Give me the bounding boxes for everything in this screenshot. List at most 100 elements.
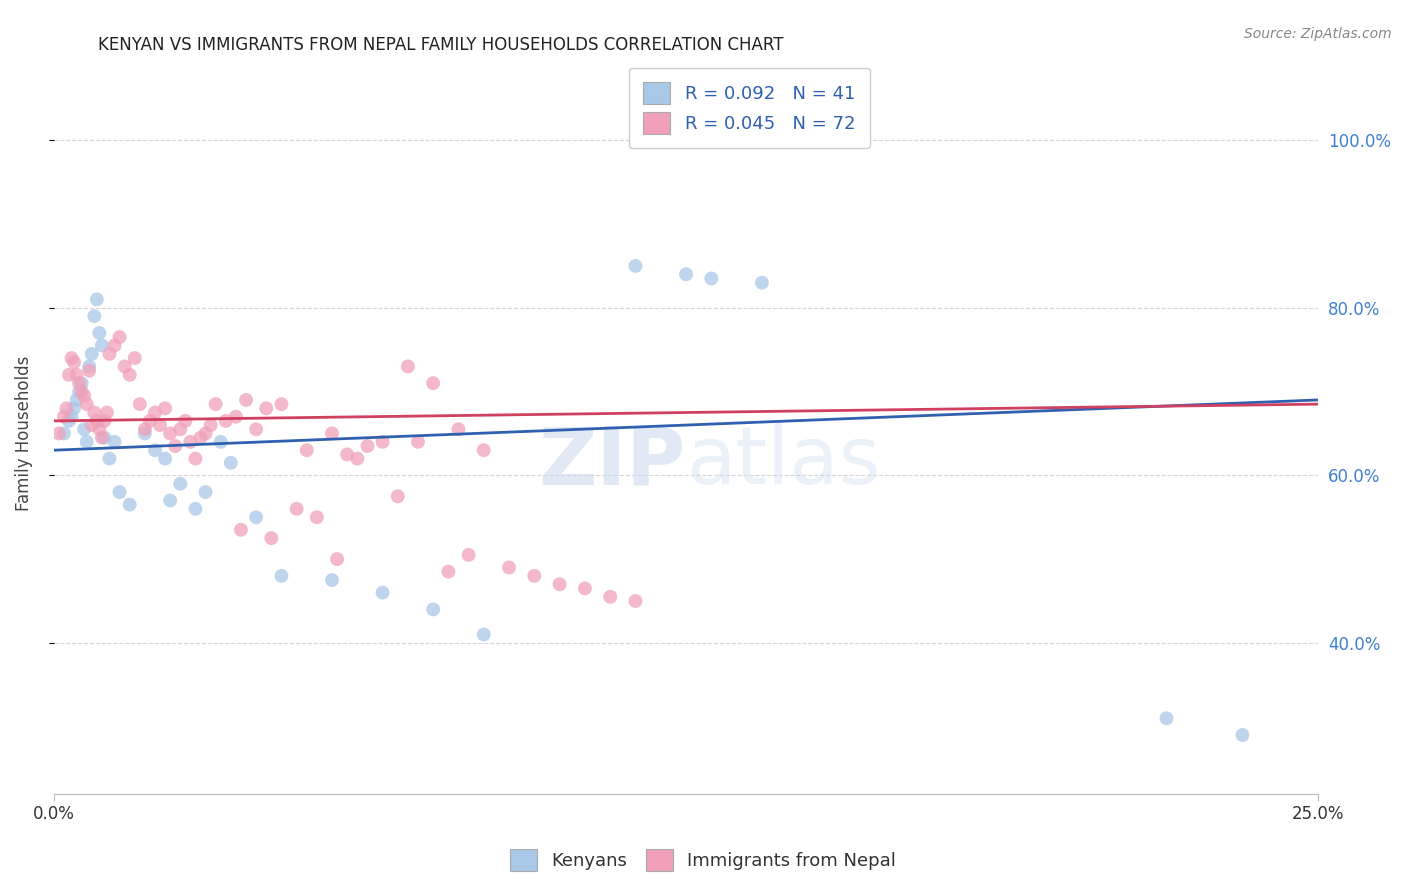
Point bbox=[65, 392, 87, 407]
Point bbox=[548, 577, 571, 591]
Point bbox=[336, 447, 359, 461]
Point bbox=[675, 267, 697, 281]
Point bbox=[346, 451, 368, 466]
Point bbox=[52, 426, 75, 441]
Point bbox=[60, 409, 83, 424]
Point bbox=[114, 359, 136, 374]
Point bbox=[295, 443, 318, 458]
Point bbox=[80, 347, 103, 361]
Point bbox=[700, 271, 723, 285]
Point bbox=[103, 434, 125, 449]
Point bbox=[194, 485, 217, 500]
Point bbox=[83, 309, 105, 323]
Point bbox=[371, 585, 394, 599]
Point bbox=[190, 431, 212, 445]
Point bbox=[139, 414, 162, 428]
Point bbox=[124, 351, 146, 365]
Point bbox=[447, 422, 470, 436]
Point bbox=[52, 409, 75, 424]
Point bbox=[235, 392, 257, 407]
Point bbox=[169, 476, 191, 491]
Point bbox=[103, 338, 125, 352]
Point bbox=[58, 414, 80, 428]
Text: Source: ZipAtlas.com: Source: ZipAtlas.com bbox=[1244, 27, 1392, 41]
Point bbox=[200, 418, 222, 433]
Point bbox=[108, 330, 131, 344]
Point bbox=[65, 368, 87, 382]
Point bbox=[406, 434, 429, 449]
Point bbox=[498, 560, 520, 574]
Point bbox=[63, 401, 86, 416]
Point bbox=[76, 434, 98, 449]
Point bbox=[321, 426, 343, 441]
Point bbox=[396, 359, 419, 374]
Point bbox=[260, 531, 283, 545]
Point bbox=[159, 426, 181, 441]
Point bbox=[159, 493, 181, 508]
Point bbox=[184, 451, 207, 466]
Point bbox=[77, 359, 100, 374]
Point bbox=[153, 401, 176, 416]
Point bbox=[574, 582, 596, 596]
Point bbox=[179, 434, 201, 449]
Legend: R = 0.092   N = 41, R = 0.045   N = 72: R = 0.092 N = 41, R = 0.045 N = 72 bbox=[628, 68, 870, 148]
Point bbox=[285, 501, 308, 516]
Point bbox=[48, 426, 70, 441]
Point bbox=[143, 443, 166, 458]
Point bbox=[90, 431, 112, 445]
Point bbox=[356, 439, 378, 453]
Point bbox=[1156, 711, 1178, 725]
Point bbox=[387, 489, 409, 503]
Point bbox=[86, 414, 108, 428]
Point bbox=[80, 418, 103, 433]
Point bbox=[437, 565, 460, 579]
Point bbox=[76, 397, 98, 411]
Point bbox=[63, 355, 86, 369]
Point bbox=[90, 338, 112, 352]
Point bbox=[93, 414, 115, 428]
Point bbox=[67, 376, 90, 391]
Point bbox=[67, 384, 90, 399]
Point bbox=[245, 422, 267, 436]
Point bbox=[624, 259, 647, 273]
Point bbox=[70, 384, 93, 399]
Point bbox=[184, 501, 207, 516]
Point bbox=[153, 451, 176, 466]
Point bbox=[422, 602, 444, 616]
Point bbox=[326, 552, 349, 566]
Point bbox=[55, 401, 77, 416]
Point bbox=[73, 422, 96, 436]
Point bbox=[254, 401, 277, 416]
Point bbox=[215, 414, 238, 428]
Point bbox=[108, 485, 131, 500]
Point bbox=[169, 422, 191, 436]
Point bbox=[219, 456, 242, 470]
Point bbox=[93, 431, 115, 445]
Point bbox=[118, 498, 141, 512]
Point bbox=[270, 397, 292, 411]
Point bbox=[229, 523, 252, 537]
Point bbox=[118, 368, 141, 382]
Point bbox=[98, 451, 121, 466]
Point bbox=[89, 326, 111, 340]
Point bbox=[472, 443, 495, 458]
Point bbox=[1232, 728, 1254, 742]
Point bbox=[305, 510, 328, 524]
Point bbox=[134, 426, 156, 441]
Point bbox=[70, 376, 93, 391]
Point bbox=[128, 397, 150, 411]
Point bbox=[174, 414, 197, 428]
Point bbox=[371, 434, 394, 449]
Point bbox=[422, 376, 444, 391]
Point bbox=[204, 397, 226, 411]
Point bbox=[73, 389, 96, 403]
Point bbox=[209, 434, 232, 449]
Point bbox=[523, 569, 546, 583]
Point bbox=[134, 422, 156, 436]
Point bbox=[143, 405, 166, 419]
Y-axis label: Family Households: Family Households bbox=[15, 356, 32, 511]
Point bbox=[149, 418, 172, 433]
Point bbox=[83, 405, 105, 419]
Point bbox=[472, 627, 495, 641]
Point bbox=[98, 347, 121, 361]
